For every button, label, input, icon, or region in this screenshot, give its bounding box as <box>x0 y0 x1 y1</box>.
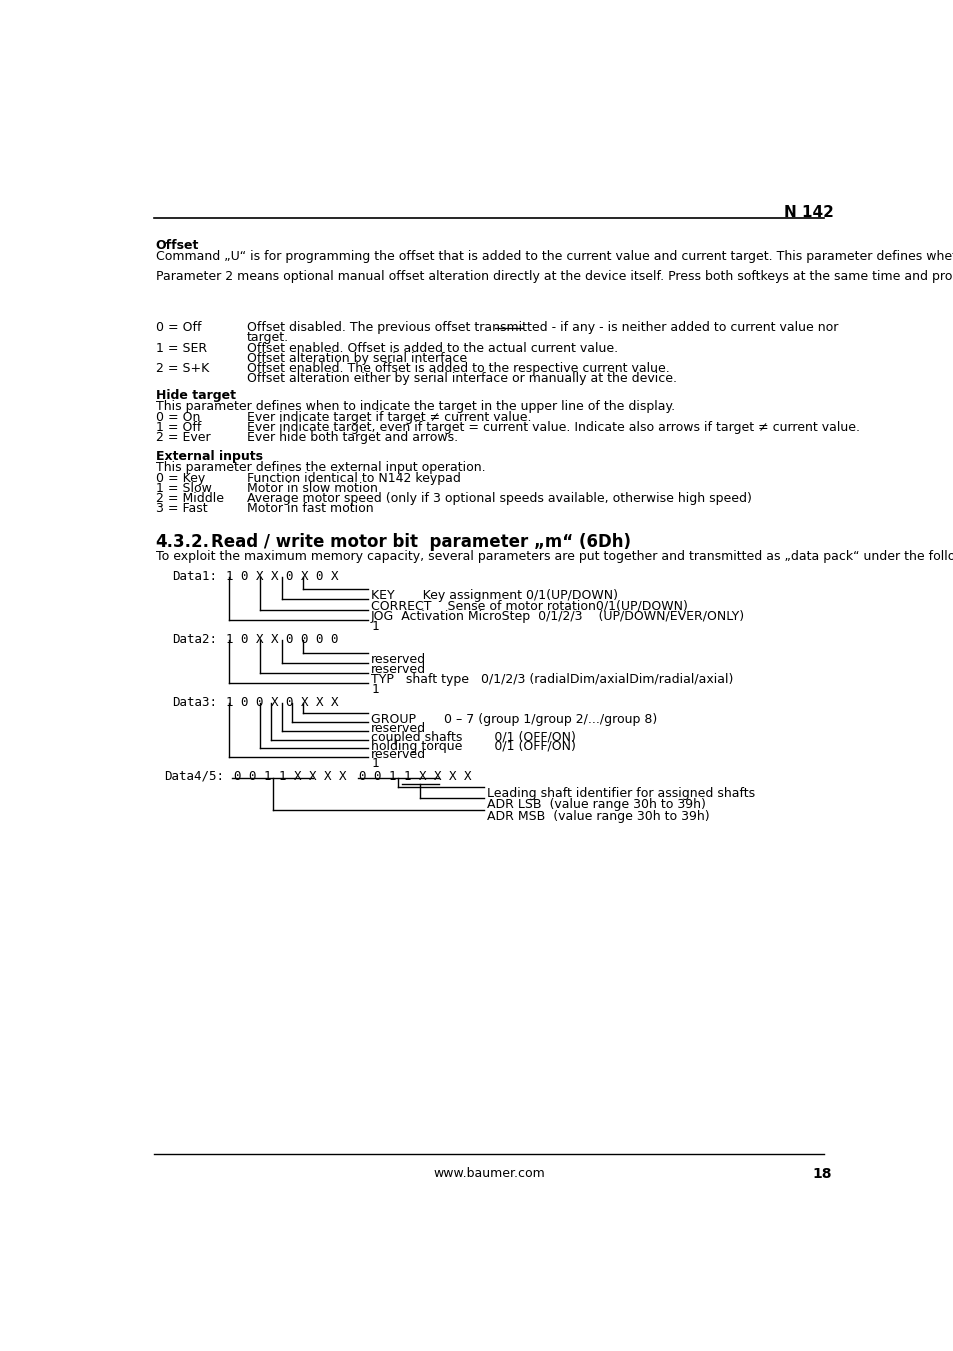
Text: ADR LSB  (value range 30h to 39h): ADR LSB (value range 30h to 39h) <box>487 798 705 811</box>
Text: 3 = Fast: 3 = Fast <box>155 501 207 515</box>
Text: To exploit the maximum memory capacity, several parameters are put together and : To exploit the maximum memory capacity, … <box>155 550 953 563</box>
Text: Motor in fast motion: Motor in fast motion <box>247 501 374 515</box>
Text: 1: 1 <box>371 757 378 770</box>
Text: JOG  Activation MicroStep  0/1/2/3    (UP/DOWN/EVER/ONLY): JOG Activation MicroStep 0/1/2/3 (UP/DOW… <box>371 611 744 623</box>
Text: coupled shafts        0/1 (OFF/ON): coupled shafts 0/1 (OFF/ON) <box>371 731 576 744</box>
Text: 0 0 1 1 X X X X: 0 0 1 1 X X X X <box>359 770 472 782</box>
Text: Offset alteration by serial interface: Offset alteration by serial interface <box>247 351 467 365</box>
Text: 1 = SER: 1 = SER <box>155 342 207 354</box>
Text: Ever indicate target, even if target = current value. Indicate also arrows if ta: Ever indicate target, even if target = c… <box>247 422 860 434</box>
Text: ADR MSB  (value range 30h to 39h): ADR MSB (value range 30h to 39h) <box>487 809 709 823</box>
Text: reserved: reserved <box>371 721 426 735</box>
Text: reserved: reserved <box>371 748 426 761</box>
Text: Function identical to N142 keypad: Function identical to N142 keypad <box>247 471 460 485</box>
Text: Data4/5:: Data4/5: <box>164 770 224 782</box>
Text: 1 0 0 X 0 X X X: 1 0 0 X 0 X X X <box>226 697 338 709</box>
Text: 1 = Slow: 1 = Slow <box>155 482 212 494</box>
Text: Offset: Offset <box>155 239 199 253</box>
Text: Motor in slow motion: Motor in slow motion <box>247 482 377 494</box>
Text: 1 0 X X 0 X 0 X: 1 0 X X 0 X 0 X <box>226 570 338 584</box>
Text: This parameter defines the external input operation.: This parameter defines the external inpu… <box>155 461 485 474</box>
Text: 4.3.2.: 4.3.2. <box>155 534 210 551</box>
Text: Ever indicate target if target ≠ current value.: Ever indicate target if target ≠ current… <box>247 411 531 424</box>
Text: Data1:: Data1: <box>172 570 216 584</box>
Text: Average motor speed (only if 3 optional speeds available, otherwise high speed): Average motor speed (only if 3 optional … <box>247 492 751 505</box>
Text: target.: target. <box>247 331 289 343</box>
Text: N 142: N 142 <box>783 205 833 220</box>
Text: Command „U“ is for programming the offset that is added to the current value and: Command „U“ is for programming the offse… <box>155 250 953 263</box>
Text: Offset alteration either by serial interface or manually at the device.: Offset alteration either by serial inter… <box>247 373 677 385</box>
Text: Offset enabled. Offset is added to the actual current value.: Offset enabled. Offset is added to the a… <box>247 342 618 354</box>
Text: Leading shaft identifier for assigned shafts: Leading shaft identifier for assigned sh… <box>487 786 755 800</box>
Text: holding torque        0/1 (OFF/ON): holding torque 0/1 (OFF/ON) <box>371 739 576 753</box>
Text: 1 0 X X 0 0 0 0: 1 0 X X 0 0 0 0 <box>226 634 338 646</box>
Text: 0 0 1 1 X X X X: 0 0 1 1 X X X X <box>233 770 346 782</box>
Text: TYP   shaft type   0/1/2/3 (radialDim/axialDim/radial/axial): TYP shaft type 0/1/2/3 (radialDim/axialD… <box>371 673 733 686</box>
Text: Data3:: Data3: <box>172 697 216 709</box>
Text: 1: 1 <box>371 620 378 634</box>
Text: 1: 1 <box>371 684 378 696</box>
Text: 18: 18 <box>812 1167 832 1181</box>
Text: Offset disabled. The previous offset transmitted - if any - is neither added to : Offset disabled. The previous offset tra… <box>247 320 838 334</box>
Text: reserved: reserved <box>371 653 426 666</box>
Text: Offset enabled. The offset is added to the respective current value.: Offset enabled. The offset is added to t… <box>247 362 669 376</box>
Text: Ever hide both target and arrows.: Ever hide both target and arrows. <box>247 431 457 444</box>
Text: Data2:: Data2: <box>172 634 216 646</box>
Text: CORRECT    Sense of motor rotation0/1(UP/DOWN): CORRECT Sense of motor rotation0/1(UP/DO… <box>371 600 687 612</box>
Text: Read / write motor bit  parameter „m“ (6Dh): Read / write motor bit parameter „m“ (6D… <box>211 534 630 551</box>
Text: This parameter defines when to indicate the target in the upper line of the disp: This parameter defines when to indicate … <box>155 400 674 413</box>
Text: GROUP       0 – 7 (group 1/group 2/.../group 8): GROUP 0 – 7 (group 1/group 2/.../group 8… <box>371 713 657 727</box>
Text: 0 = Off: 0 = Off <box>155 320 201 334</box>
Text: 1 = Off: 1 = Off <box>155 422 201 434</box>
Text: 2 = Middle: 2 = Middle <box>155 492 223 505</box>
Text: External inputs: External inputs <box>155 450 262 463</box>
Text: Hide target: Hide target <box>155 389 235 403</box>
Text: reserved: reserved <box>371 662 426 676</box>
Text: 0 = On: 0 = On <box>155 411 200 424</box>
Text: 0 = Key: 0 = Key <box>155 471 205 485</box>
Text: 2 = S+K: 2 = S+K <box>155 362 209 376</box>
Text: 2 = Ever: 2 = Ever <box>155 431 210 444</box>
Text: www.baumer.com: www.baumer.com <box>433 1167 544 1179</box>
Text: Parameter 2 means optional manual offset alteration directly at the device itsel: Parameter 2 means optional manual offset… <box>155 270 953 282</box>
Text: KEY       Key assignment 0/1(UP/DOWN): KEY Key assignment 0/1(UP/DOWN) <box>371 589 618 603</box>
